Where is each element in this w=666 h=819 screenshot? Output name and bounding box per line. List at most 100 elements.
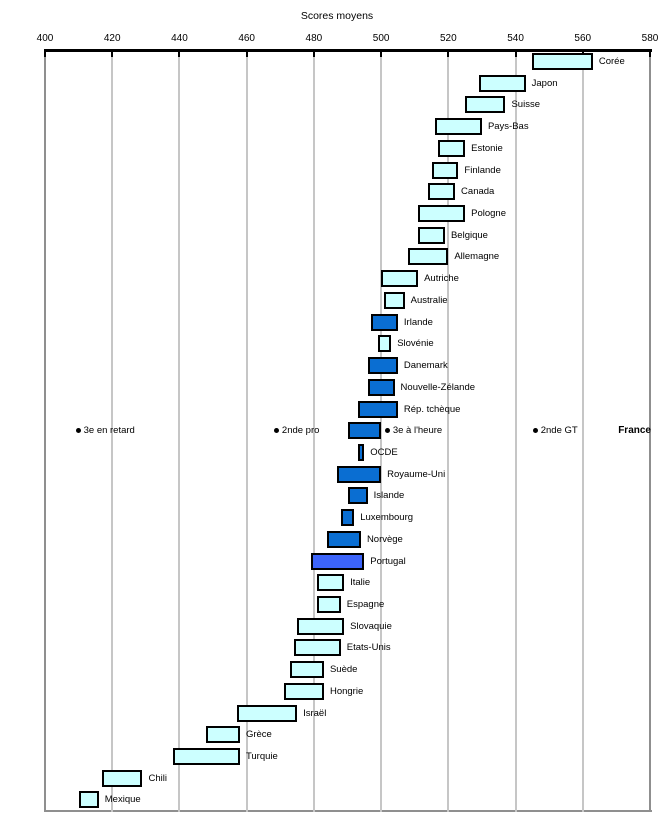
gridline-440 xyxy=(178,52,181,812)
score-bar-canada xyxy=(428,183,456,201)
score-bar-mexique xyxy=(78,791,99,809)
country-label-estonie: Estonie xyxy=(471,142,503,154)
country-label-pologne: Pologne xyxy=(471,208,506,220)
country-label-canada: Canada xyxy=(461,186,495,198)
score-bar-cor-e xyxy=(532,53,593,70)
gridline-580 xyxy=(649,52,651,812)
country-label-royaume-uni: Royaume-Uni xyxy=(387,468,446,480)
gridline-420 xyxy=(111,52,114,812)
score-bar-suisse xyxy=(465,96,506,114)
country-label-islande: Islande xyxy=(373,490,405,502)
axis-tick-label: 400 xyxy=(36,33,54,44)
score-bar-nouvelle-z-lande xyxy=(367,378,395,396)
country-label-espagne: Espagne xyxy=(346,599,385,610)
france-marker-dot-3e-l-heure xyxy=(385,428,391,434)
country-label-allemagne: Allemagne xyxy=(454,251,500,263)
axis-tick-580 xyxy=(649,52,651,57)
country-label-su-de: Suède xyxy=(329,664,358,676)
axis-tick-label: 580 xyxy=(641,33,659,44)
axis-tick-420 xyxy=(111,52,114,57)
score-bar-irlande xyxy=(371,313,398,331)
country-label-turquie: Turquie xyxy=(245,751,278,763)
gridline-400 xyxy=(44,52,46,812)
country-label-autriche: Autriche xyxy=(424,273,459,285)
gridline-540 xyxy=(514,52,517,812)
score-bar-danemark xyxy=(367,357,398,375)
gridline-480 xyxy=(312,52,315,812)
country-label-irlande: Irlande xyxy=(403,316,433,328)
axis-tick-label: 500 xyxy=(372,33,390,44)
country-label-portugal: Portugal xyxy=(370,555,406,567)
score-bar-belgique xyxy=(418,226,445,244)
axis-tick-label: 440 xyxy=(171,33,188,44)
score-bar-portugal xyxy=(310,552,365,570)
gridline-520 xyxy=(447,52,450,812)
axis-tick-440 xyxy=(178,52,181,57)
score-bar-luxembourg xyxy=(340,509,355,527)
score-bar-slov-nie xyxy=(377,335,392,353)
axis-tick-520 xyxy=(447,52,450,57)
france-marker-dot-2nde-gt xyxy=(533,428,539,434)
score-bar-hongrie xyxy=(283,682,324,700)
country-label-finlande: Finlande xyxy=(464,164,501,176)
country-label-chili: Chili xyxy=(148,772,167,784)
axis-tick-label: 540 xyxy=(507,33,524,44)
country-label-danemark: Danemark xyxy=(403,360,448,372)
plot-bottom-border xyxy=(44,810,652,812)
country-label-australie: Australie xyxy=(410,294,448,306)
score-bar-espagne xyxy=(317,596,341,613)
axis-tick-label: 480 xyxy=(305,33,323,44)
axis-tick-400 xyxy=(44,52,46,57)
score-bar-r-p-tch-que xyxy=(357,400,398,418)
country-label-r-p-tch-que: Rép. tchèque xyxy=(403,403,461,415)
france-marker-dot-3e-en-retard xyxy=(76,428,82,434)
france-label: France xyxy=(618,424,651,436)
country-label-mexique: Mexique xyxy=(104,794,141,806)
score-bar-france xyxy=(347,422,382,440)
score-bar-estonie xyxy=(438,139,466,157)
axis-tick-label: 560 xyxy=(574,33,592,44)
score-bar-isra-l xyxy=(236,704,298,722)
score-bar-italie xyxy=(317,574,345,592)
country-label-slov-nie: Slovénie xyxy=(397,338,434,350)
score-bar-etats-unis xyxy=(293,639,341,657)
france-marker-label-2nde-gt: 2nde GT xyxy=(540,425,578,437)
score-bar-su-de xyxy=(290,661,324,679)
axis-tick-label: 460 xyxy=(238,33,255,44)
chart-title: Scores moyens xyxy=(300,10,374,22)
axis-tick-540 xyxy=(514,52,517,57)
score-bar-gr-ce xyxy=(206,726,240,744)
axis-tick-label: 520 xyxy=(439,33,457,44)
axis-tick-460 xyxy=(245,52,248,57)
gridline-560 xyxy=(581,52,584,812)
country-label-norv-ge: Norvège xyxy=(366,533,403,545)
score-bar-australie xyxy=(384,291,405,309)
country-label-japon: Japon xyxy=(531,77,558,89)
country-label-pays-bas: Pays-Bas xyxy=(487,121,529,133)
score-bar-japon xyxy=(478,74,526,92)
country-label-nouvelle-z-lande: Nouvelle-Zélande xyxy=(400,381,476,393)
score-bar-slovaquie xyxy=(297,617,345,635)
country-label-italie: Italie xyxy=(350,577,371,589)
country-label-belgique: Belgique xyxy=(450,229,488,241)
axis-tick-500 xyxy=(380,52,383,57)
axis-tick-480 xyxy=(312,52,315,57)
score-bar-pays-bas xyxy=(434,118,482,136)
france-marker-label-3e-l-heure: 3e à l'heure xyxy=(392,425,443,437)
gridline-500 xyxy=(380,52,383,812)
score-bar-ocde xyxy=(357,443,365,461)
score-bar-norv-ge xyxy=(327,530,361,548)
france-marker-label-3e-en-retard: 3e en retard xyxy=(83,425,135,437)
gridline-460 xyxy=(245,52,248,812)
country-label-etats-unis: Etats-Unis xyxy=(346,642,391,654)
country-label-suisse: Suisse xyxy=(511,99,540,111)
country-label-hongrie: Hongrie xyxy=(329,685,364,697)
score-bar-royaume-uni xyxy=(337,465,382,483)
x-axis-line xyxy=(44,49,652,52)
score-bar-islande xyxy=(347,487,368,505)
country-label-cor-e: Corée xyxy=(598,56,625,67)
score-bar-autriche xyxy=(381,270,419,288)
country-label-gr-ce: Grèce xyxy=(245,729,272,741)
country-label-isra-l: Israël xyxy=(303,707,327,719)
